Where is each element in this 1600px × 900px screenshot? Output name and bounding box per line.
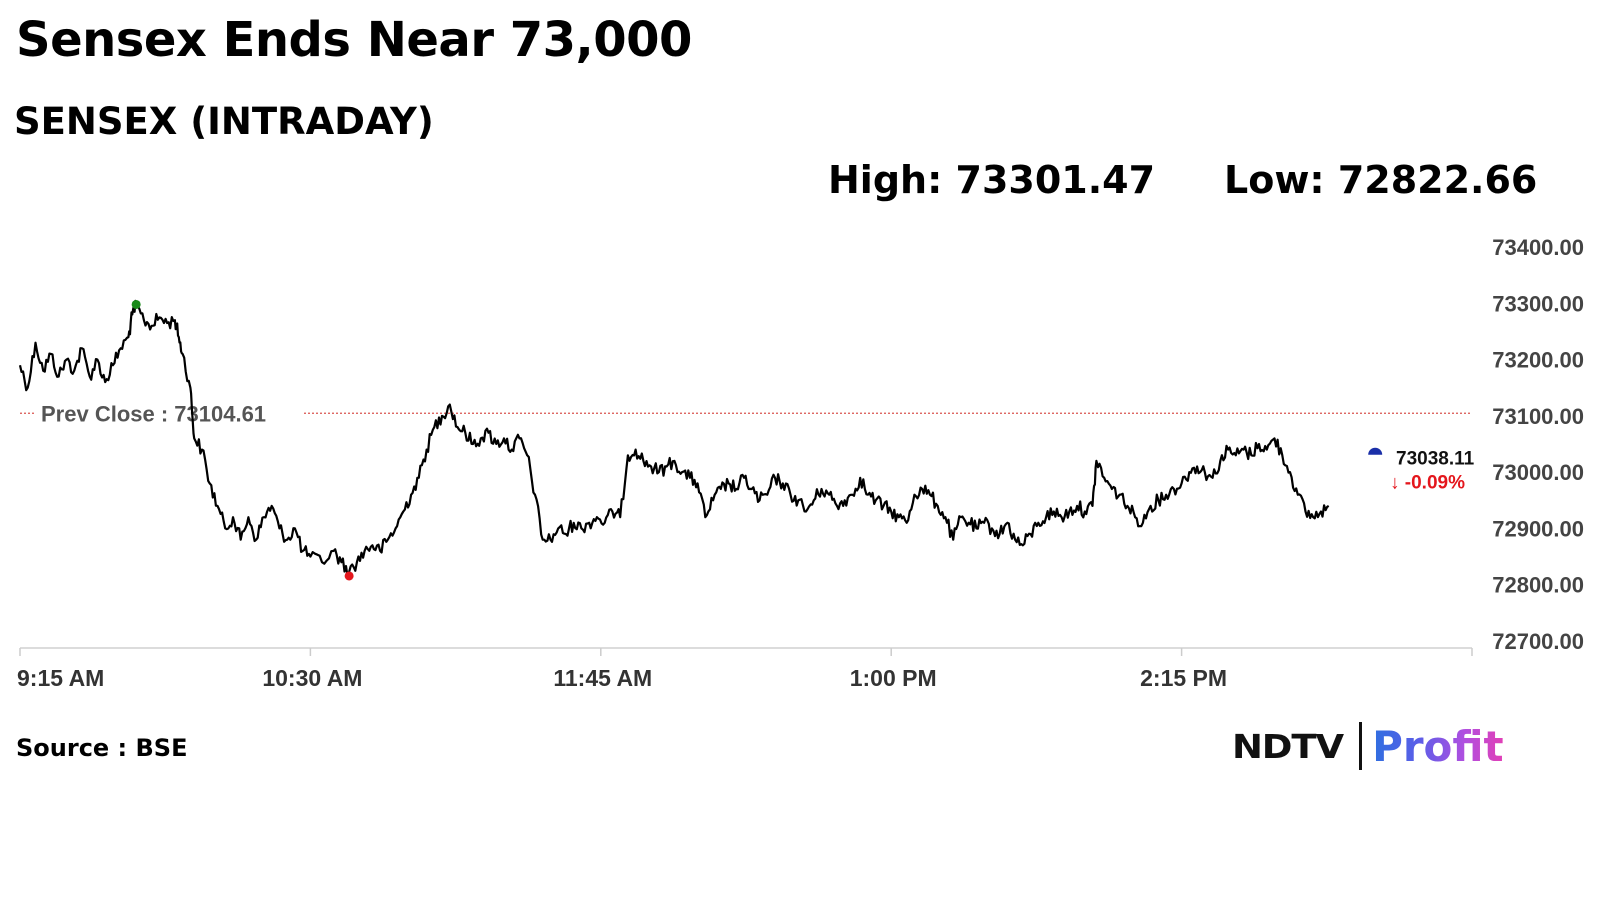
y-tick-label: 72700.00 <box>1492 629 1584 654</box>
x-axis-ticks: 9:15 AM 10:30 AM 11:45 AM 1:00 PM 2:15 PM <box>17 648 1473 691</box>
logo-ndtv-text: NDTV <box>1232 726 1344 766</box>
last-price-label: 73038.11 <box>1396 449 1475 470</box>
ndtv-profit-logo: NDTV Profit <box>1232 720 1504 772</box>
chart-markers: 73038.11 ↓ -0.09% <box>131 299 1475 581</box>
y-axis-ticks: 73400.00 73300.00 73200.00 73100.00 73000.00… <box>1492 235 1584 654</box>
prev-close-label: Prev Close : 73104.61 <box>41 401 266 426</box>
high-marker[interactable] <box>131 299 141 309</box>
source-label: Source : BSE <box>16 734 188 762</box>
y-tick-label: 72900.00 <box>1492 516 1584 541</box>
last-change-label: ↓ -0.09% <box>1390 473 1465 494</box>
high-value: High: 73301.47 <box>828 158 1156 202</box>
price-series <box>18 299 1330 578</box>
prev-close-label-bg <box>34 398 304 429</box>
x-tick-label: 2:15 PM <box>1140 665 1227 691</box>
x-tick-label: 1:00 PM <box>850 665 937 691</box>
y-tick-label: 72800.00 <box>1492 573 1584 598</box>
y-tick-label: 73300.00 <box>1492 291 1584 316</box>
logo-profit-text: Profit <box>1372 721 1504 771</box>
y-tick-label: 73000.00 <box>1492 460 1584 485</box>
sensex-intraday-chart: Prev Close : 73104.61 73038.11 ↓ -0.09% 7… <box>17 235 1584 691</box>
y-tick-label: 73200.00 <box>1492 348 1584 373</box>
headline: Sensex Ends Near 73,000 <box>16 12 692 68</box>
chart-subtitle: SENSEX (INTRADAY) <box>14 100 434 143</box>
y-tick-label: 73100.00 <box>1492 404 1584 429</box>
x-tick-label: 9:15 AM <box>17 665 104 691</box>
y-tick-label: 73400.00 <box>1492 235 1584 260</box>
x-tick-label: 11:45 AM <box>553 665 652 691</box>
prev-close-group: Prev Close : 73104.61 <box>20 398 1472 429</box>
x-tick-label: 10:30 AM <box>262 665 362 691</box>
logo-divider <box>1359 722 1363 770</box>
low-marker[interactable] <box>344 571 354 581</box>
price-line <box>18 299 1330 578</box>
last-price-marker[interactable] <box>1368 447 1383 455</box>
low-value: Low: 72822.66 <box>1224 158 1538 202</box>
